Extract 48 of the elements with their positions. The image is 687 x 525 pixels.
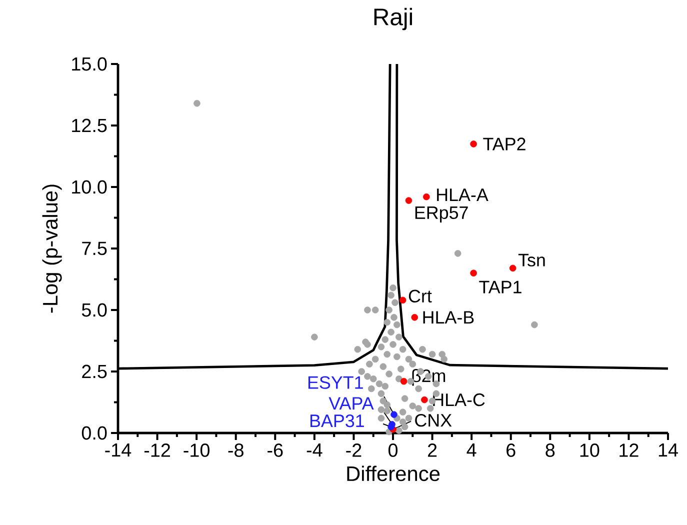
x-tick-label: -2: [346, 444, 362, 457]
annotation: HLA-A: [437, 188, 488, 202]
annotation: BAP31: [310, 414, 364, 428]
point: [411, 314, 418, 321]
y-tick-label: 12.5: [72, 118, 107, 132]
x-tick-label: -12: [144, 444, 170, 457]
point: [390, 411, 398, 418]
x-tick-label: -10: [184, 444, 210, 457]
y-tick-label: 0.0: [82, 426, 107, 440]
point: [405, 197, 412, 204]
x-tick-label: -6: [268, 444, 283, 457]
chart-title: Raji: [374, 8, 412, 30]
x-tick-label: 4: [466, 444, 476, 457]
annotation: HLA-B: [423, 311, 474, 324]
x-tick-label: 14: [658, 444, 678, 457]
x-axis-title: Difference: [347, 466, 440, 482]
y-tick-label: 2.5: [82, 364, 107, 378]
point: [388, 423, 394, 430]
x-tick-label: 6: [506, 444, 516, 457]
x-tick-label: 8: [546, 444, 555, 457]
point: [400, 378, 408, 385]
x-tick-label: -14: [105, 444, 132, 457]
x-tick-label: -4: [306, 444, 322, 457]
point: [422, 193, 430, 200]
point: [421, 396, 428, 404]
x-tick-label: -8: [228, 444, 244, 457]
y-tick-label: 10.0: [72, 180, 107, 194]
point: [470, 140, 477, 148]
annotation: TAP2: [483, 138, 526, 150]
annotation: Tsn: [518, 254, 545, 266]
annotation: ERp57: [415, 206, 468, 223]
x-tick-label: 10: [580, 444, 600, 457]
x-tick-label: 2: [428, 444, 437, 457]
annotation: TAP1: [479, 280, 522, 294]
y-tick-label: 5.0: [82, 303, 107, 317]
x-tick-label: 0: [388, 444, 398, 457]
point: [509, 264, 516, 272]
y-tick-label: 7.5: [82, 242, 107, 256]
line-series: [396, 62, 670, 370]
annotation: ESYT1: [308, 376, 363, 389]
annotation: VAPA: [328, 397, 374, 410]
annotation: CNX: [415, 414, 452, 427]
y-axis-title: -Log (p-value): [42, 184, 62, 313]
point: [470, 270, 477, 276]
annotation: Crt: [408, 290, 432, 303]
x-tick-label: 12: [620, 444, 638, 457]
point: [399, 296, 406, 304]
y-tick-label: 15.0: [72, 57, 107, 71]
